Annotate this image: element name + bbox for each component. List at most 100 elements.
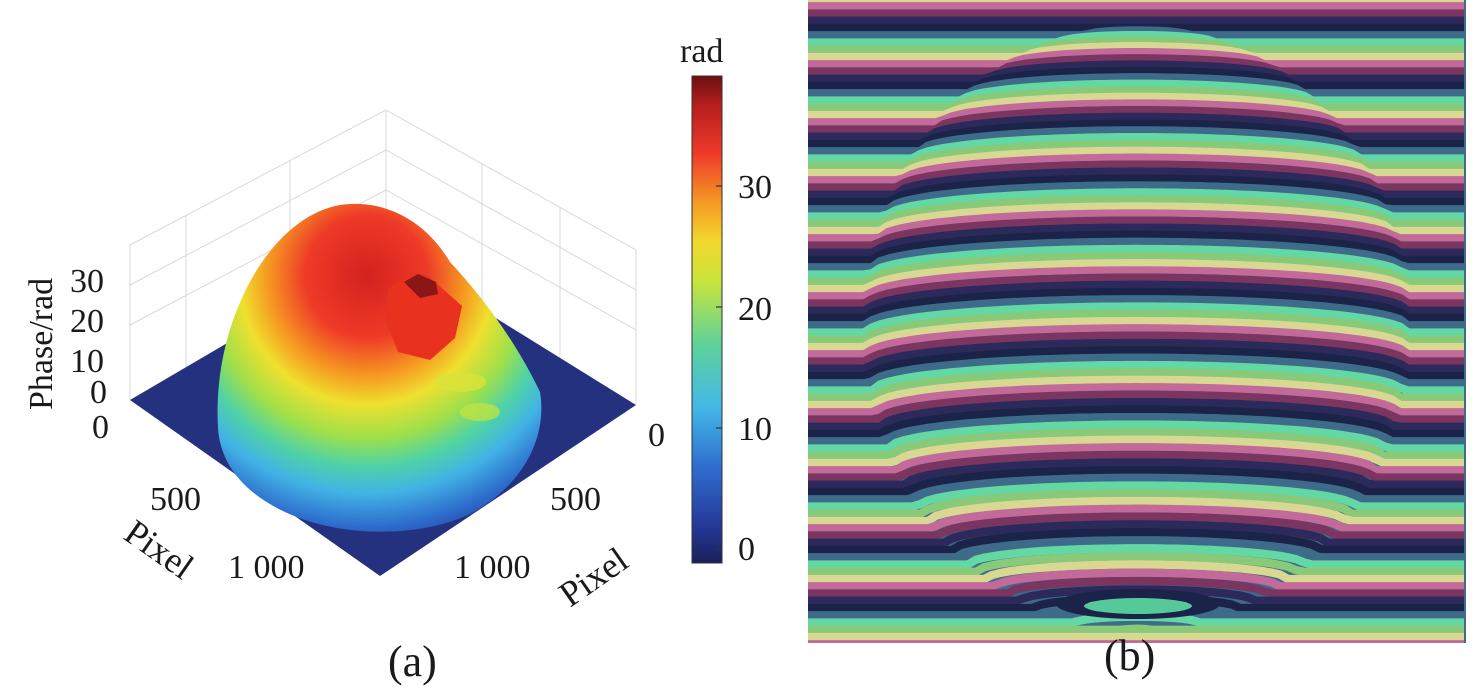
fringe-line	[808, 106, 1464, 134]
fringe-line	[808, 458, 1464, 489]
fringe-line	[808, 112, 1464, 141]
fringe-line	[808, 146, 1464, 178]
fringe-line	[808, 54, 1464, 76]
caption-b: (b)	[1104, 631, 1156, 680]
colorbar-tick-0: 0	[738, 531, 755, 568]
fringe-line	[808, 309, 1464, 344]
fringe-line	[808, 443, 1464, 475]
fringe-line	[808, 568, 1464, 591]
fringe-line	[808, 504, 1464, 533]
fringe-line	[808, 383, 1464, 417]
fringe-line	[808, 346, 1464, 381]
fringe-line	[808, 153, 1464, 185]
fringe-line	[808, 244, 1464, 279]
fringe-line	[808, 375, 1464, 410]
fringe-line	[808, 230, 1464, 265]
fringe-line	[808, 544, 1464, 569]
surface-mouth	[434, 372, 486, 392]
panel-b-fringe-pattern	[808, 0, 1466, 643]
fringe-line	[808, 160, 1464, 192]
x-axis-label-left: Pixel	[117, 512, 201, 587]
fringe-chin-center	[1084, 598, 1192, 614]
fringe-line	[808, 174, 1464, 207]
caption-a: (a)	[388, 637, 437, 686]
fringe-line	[808, 287, 1464, 323]
z-axis: Phase/rad 30 20 10 0	[23, 263, 107, 411]
fringe-line	[808, 273, 1464, 308]
fringe-line	[808, 397, 1464, 431]
fringe-line	[808, 435, 1464, 468]
fringe-line	[808, 195, 1464, 228]
fringe-line	[808, 390, 1464, 424]
fringe-line	[808, 167, 1464, 199]
surface-chin	[460, 403, 500, 421]
panel-a-surface-plot: Phase/rad 30 20 10 0 0 500 1 000 Pixel 0…	[23, 33, 772, 615]
fringe-line	[808, 251, 1464, 286]
z-axis-label: Phase/rad	[23, 278, 60, 410]
fringe-line	[808, 481, 1464, 511]
fringe-line	[808, 223, 1464, 257]
fringe-line	[808, 188, 1464, 221]
x-tick-0-left: 0	[92, 409, 109, 446]
fringe-line	[808, 26, 1464, 40]
fringe-line	[808, 209, 1464, 243]
colorbar-title: rad	[680, 33, 723, 70]
fringe-line	[808, 280, 1464, 315]
fringe-line	[808, 520, 1464, 547]
fringe-line	[808, 216, 1464, 250]
x-tick-1000-left: 1 000	[228, 549, 305, 586]
fringe-line	[808, 420, 1464, 453]
y-tick-1000-right: 1 000	[454, 549, 531, 586]
fringe-line	[808, 73, 1464, 98]
fringe-line	[808, 360, 1464, 395]
fringe-line	[808, 202, 1464, 236]
fringe-lines	[808, 0, 1464, 643]
fringe-line	[808, 450, 1464, 482]
surface-nose-tip	[404, 274, 438, 298]
fringe-line	[808, 552, 1464, 576]
fringe-line	[808, 324, 1464, 359]
surface-head	[217, 203, 542, 532]
fringe-line	[808, 316, 1464, 352]
fringe-line	[808, 259, 1464, 294]
z-tick-10: 10	[70, 343, 104, 380]
fringe-line	[808, 353, 1464, 388]
fringe-line	[808, 512, 1464, 540]
fringe-line	[808, 405, 1464, 439]
fringe-line	[808, 86, 1464, 112]
fringe-line	[808, 536, 1464, 562]
fringe-line	[808, 60, 1464, 83]
fringe-line	[808, 302, 1464, 337]
colorbar-tick-10: 10	[738, 411, 772, 448]
y-tick-500-right: 500	[550, 481, 601, 518]
fringe-line	[808, 560, 1464, 584]
fringe-line	[808, 473, 1464, 504]
colorbar-tick-20: 20	[738, 291, 772, 328]
colorbar-tick-30: 30	[738, 169, 772, 206]
y-tick-0-right: 0	[648, 417, 665, 454]
fringe-line	[808, 368, 1464, 402]
fringe-line	[808, 412, 1464, 446]
fringe-line	[808, 576, 1464, 598]
fringe-line	[808, 99, 1464, 127]
colorbar-bar	[691, 75, 723, 564]
fringe-line	[808, 30, 1464, 47]
fringe-line	[808, 266, 1464, 301]
z-tick-30: 30	[70, 263, 104, 300]
fringe-line	[808, 119, 1464, 149]
colorbar: rad 30 20 10 0	[680, 33, 772, 568]
fringe-line	[808, 79, 1464, 105]
z-tick-0: 0	[90, 374, 107, 411]
x-tick-500-left: 500	[150, 481, 201, 518]
z-tick-20: 20	[70, 303, 104, 340]
fringe-line	[808, 496, 1464, 526]
fringe-line	[808, 295, 1464, 330]
fringe-line	[808, 624, 1464, 634]
fringe-line	[808, 331, 1464, 366]
y-axis-label-right: Pixel	[552, 539, 636, 614]
fringe-line	[808, 42, 1464, 62]
fringe-line	[808, 66, 1464, 91]
fringe-line	[808, 528, 1464, 555]
fringe-line	[808, 338, 1464, 373]
